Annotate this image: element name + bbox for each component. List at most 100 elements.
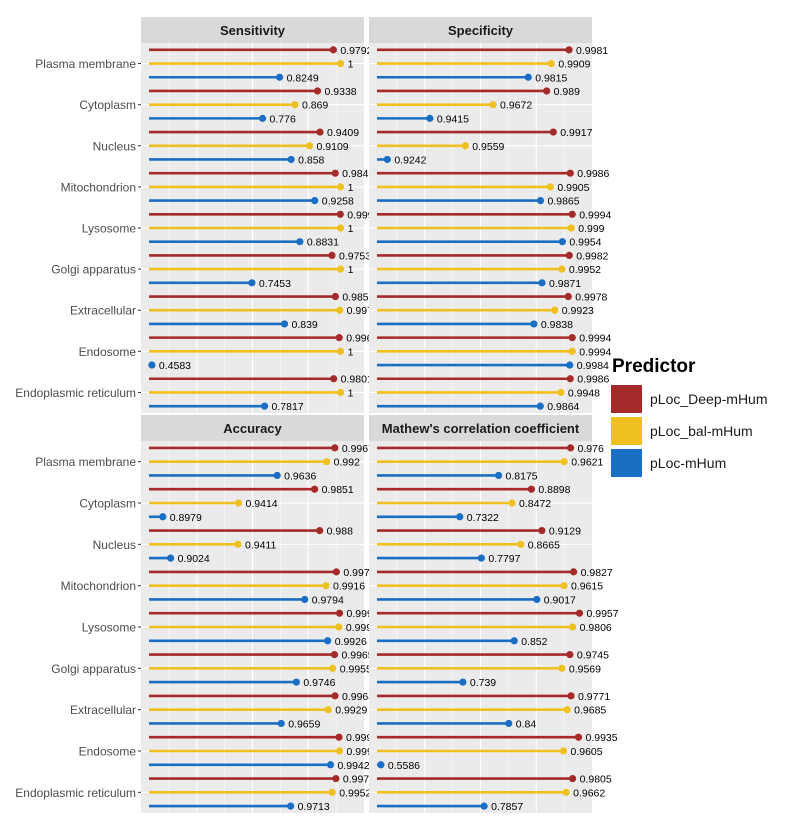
data-label: 0.858: [298, 154, 324, 166]
lollipop-point: [287, 155, 295, 164]
data-label: 0.9745: [577, 650, 609, 662]
data-label: 0.9994: [579, 346, 611, 358]
legend-key: [611, 385, 642, 413]
data-label: 0.9942: [337, 760, 369, 772]
lollipop-point: [533, 595, 541, 604]
lollipop-point: [560, 582, 568, 590]
y-tick-label: Lysosome: [82, 222, 137, 236]
lollipop-point: [543, 87, 551, 95]
panel-strip: [141, 415, 364, 441]
data-label: 0.9986: [577, 374, 609, 386]
legend-title: Predictor: [612, 356, 696, 377]
data-label: 0.8979: [170, 512, 202, 524]
panel-strip: [369, 17, 592, 43]
lollipop-point: [305, 142, 314, 150]
data-label: 0.9806: [580, 622, 612, 634]
lollipop-point: [148, 361, 156, 369]
legend-item-ploc-bal-mhum: pLoc_bal-mHum: [611, 417, 753, 445]
lollipop-point: [538, 526, 546, 535]
lollipop-point: [568, 347, 576, 355]
lollipop-point: [335, 609, 344, 617]
data-label: 0.9771: [578, 691, 610, 703]
lollipop-point: [505, 719, 513, 728]
data-label: 0.9801: [341, 374, 373, 386]
data-label: 0.9978: [575, 292, 607, 304]
lollipop-point: [275, 73, 284, 81]
lollipop-point: [329, 46, 337, 54]
legend-key: [611, 417, 642, 445]
lollipop-point: [569, 623, 577, 631]
data-label: 0.999: [578, 223, 604, 235]
lollipop-point: [562, 788, 570, 796]
lollipop-point: [566, 169, 574, 177]
lollipop-point: [568, 210, 576, 218]
data-label: 0.9982: [576, 250, 608, 262]
data-label: 0.9967: [342, 443, 374, 455]
data-label: 0.9973: [343, 774, 375, 786]
data-label: 0.9662: [573, 787, 605, 799]
data-label: 0.9605: [571, 746, 603, 758]
data-label: 0.8249: [287, 72, 319, 84]
lollipop-point: [517, 540, 525, 548]
data-label: 0.9559: [472, 141, 504, 153]
lollipop-point: [426, 114, 434, 122]
lollipop-point: [549, 128, 557, 136]
data-label: 0.9905: [557, 182, 589, 194]
lollipop-point: [566, 650, 574, 659]
lollipop-point: [530, 320, 538, 328]
lollipop-point: [477, 554, 485, 562]
data-label: 0.9753: [339, 250, 371, 262]
lollipop-point: [335, 623, 343, 631]
lollipop-point: [574, 733, 583, 741]
lollipop-point: [166, 554, 175, 562]
lollipop-point: [336, 347, 345, 355]
y-tick-label: Mitochondrion: [61, 180, 136, 194]
data-label: 0.976: [578, 443, 604, 455]
lollipop-point: [331, 692, 339, 700]
data-label: 0.9952: [569, 264, 601, 276]
lollipop-point: [377, 761, 385, 769]
data-label: 0.8175: [506, 470, 538, 482]
lollipop-point: [569, 568, 578, 576]
lollipop-point: [328, 788, 336, 796]
panel-title: Accuracy: [223, 421, 282, 436]
y-tick-label: Plasma membrane: [35, 455, 136, 469]
lollipop-point: [558, 238, 566, 246]
lollipop-point: [565, 251, 573, 260]
lollipop-point: [328, 251, 336, 260]
data-label: 0.9955: [340, 663, 372, 675]
data-label: 1: [348, 264, 354, 276]
y-tick-label: Endosome: [79, 345, 137, 359]
lollipop-point: [277, 719, 285, 728]
lollipop-point: [311, 196, 319, 205]
lollipop-point: [332, 568, 341, 576]
lollipop-point: [336, 388, 345, 397]
legend-key: [611, 449, 642, 477]
lollipop-point: [558, 265, 566, 273]
lollipop-point: [489, 101, 497, 109]
data-label: 0.9986: [577, 168, 609, 180]
lollipop-point: [336, 183, 345, 191]
data-label: 0.9929: [335, 705, 367, 717]
data-label: 0.9792: [340, 45, 372, 57]
lollipop-point: [527, 485, 535, 493]
lollipop-point: [566, 361, 574, 369]
lollipop-point: [461, 142, 469, 150]
data-label: 0.9805: [580, 774, 612, 786]
lollipop-point: [316, 128, 324, 136]
y-tick-label: Plasma membrane: [35, 57, 136, 71]
lollipop-point: [538, 279, 546, 287]
lollipop-point: [559, 747, 568, 755]
lollipop-point: [330, 375, 338, 383]
data-label: 0.776: [270, 113, 296, 125]
lollipop-point: [336, 306, 344, 314]
data-label: 0.9952: [339, 787, 371, 799]
data-label: 0.9935: [586, 732, 618, 744]
data-label: 0.9129: [549, 526, 581, 538]
data-label: 0.9994: [579, 209, 611, 221]
lollipop-point: [494, 471, 503, 480]
data-label: 0.9968: [342, 691, 374, 703]
data-label: 0.9615: [571, 581, 603, 593]
